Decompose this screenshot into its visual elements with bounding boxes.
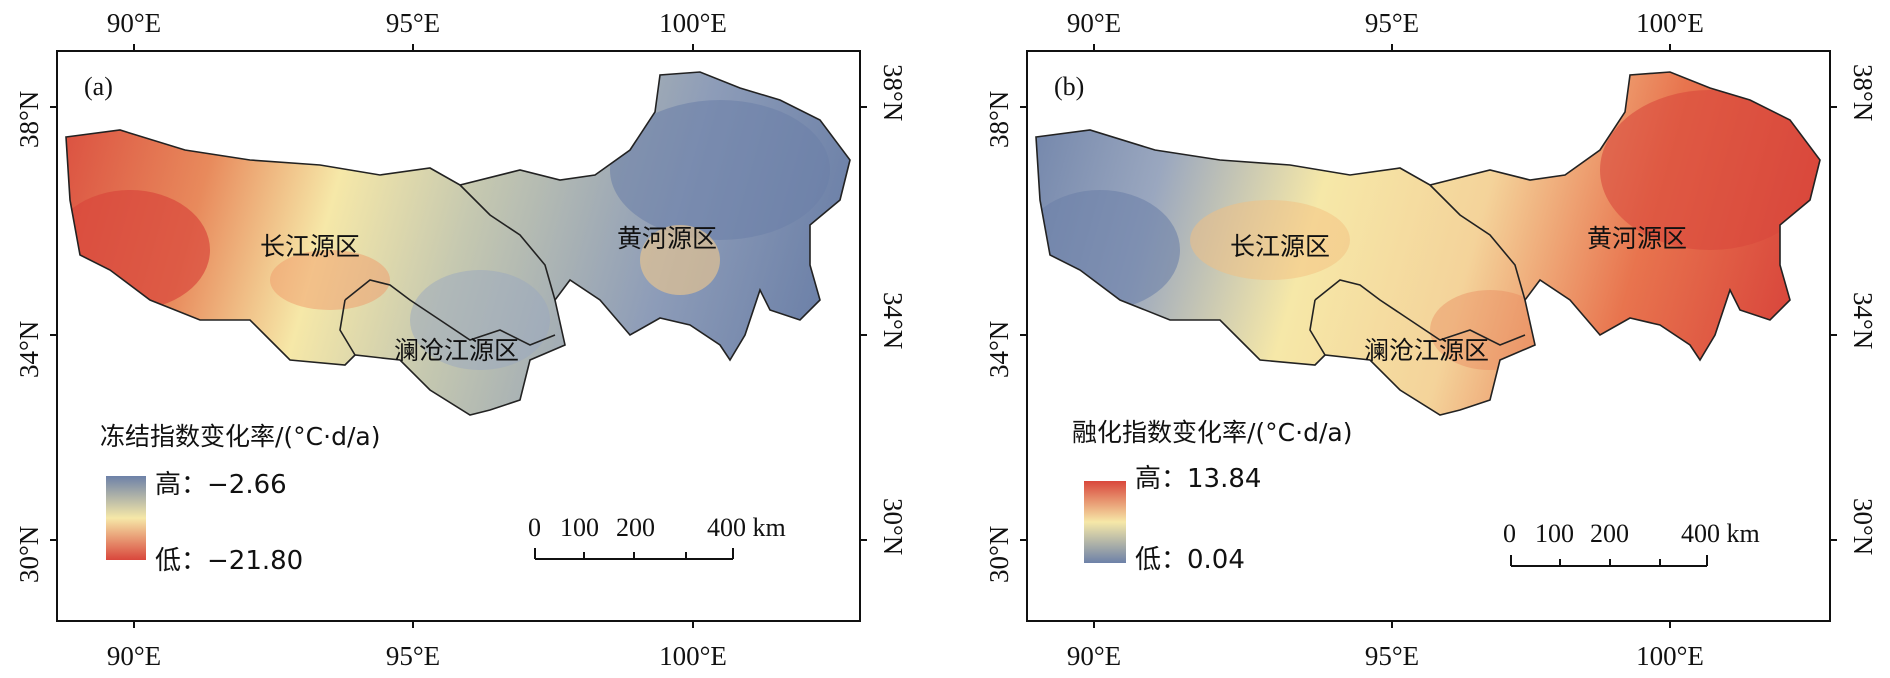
lat-tick-30: 30°N: [984, 525, 1014, 583]
region-lancang: 澜沧江源区: [1364, 336, 1490, 365]
lat-tick-38-right: 38°N: [878, 64, 908, 122]
scale-label-400: 400 km: [707, 513, 786, 542]
legend-high: 高：−2.66: [155, 470, 287, 500]
yangtze-lancang-boundary: [344, 279, 556, 346]
legend-title: 冻结指数变化率/(°C·d/a): [100, 422, 381, 451]
panel-label: (b): [1054, 72, 1085, 101]
study-area-boundary: [1035, 71, 1821, 416]
region-lancang: 澜沧江源区: [394, 336, 520, 365]
lat-tick-38: 38°N: [984, 90, 1014, 148]
region-yellow: 黄河源区: [617, 224, 718, 253]
lat-tick-34: 34°N: [984, 320, 1014, 378]
lon-tick-95: 95°E: [1364, 8, 1420, 38]
lon-tick-100-bottom: 100°E: [659, 641, 727, 671]
lon-tick-95: 95°E: [385, 8, 441, 38]
lon-tick-90-bottom: 90°E: [106, 641, 162, 671]
scale-label-400: 400 km: [1681, 519, 1760, 548]
lon-tick-100: 100°E: [1636, 8, 1704, 38]
region-yellow: 黄河源区: [1587, 224, 1688, 253]
scale-label-0: 0: [1503, 519, 1516, 548]
region-yangtze: 长江源区: [1230, 232, 1331, 261]
lat-tick-30-right: 30°N: [1848, 498, 1878, 556]
scale-label-200: 200: [1590, 519, 1629, 548]
region-yangtze: 长江源区: [260, 232, 361, 261]
lon-tick-95-bottom: 95°E: [1364, 641, 1420, 671]
legend-low: 低：−21.80: [155, 546, 304, 576]
legend-title: 融化指数变化率/(°C·d/a): [1072, 418, 1353, 447]
lat-tick-38: 38°N: [14, 90, 44, 148]
lon-tick-100: 100°E: [659, 8, 727, 38]
map-canvas-b: [1020, 44, 1837, 628]
lon-tick-100-bottom: 100°E: [1636, 641, 1704, 671]
yangtze-lancang-boundary: [1314, 279, 1526, 346]
lat-tick-38-right: 38°N: [1848, 64, 1878, 122]
lat-tick-30-right: 30°N: [878, 498, 908, 556]
legend-colorbar: [1084, 481, 1126, 563]
lon-tick-90: 90°E: [1066, 8, 1122, 38]
lat-tick-34-right: 34°N: [1848, 292, 1878, 350]
yangtze-yellow-boundary: [459, 184, 556, 301]
legend-low: 低：0.04: [1135, 545, 1245, 575]
map-panel-b: 90°E 95°E 100°E 90°E 95°E 100°E 38°N 34°…: [970, 0, 1890, 678]
panel-label: (a): [84, 72, 113, 101]
lon-tick-95-bottom: 95°E: [385, 641, 441, 671]
map-panel-a: 90°E 95°E 100°E 90°E 95°E 100°E 38°N 34°…: [14, 8, 908, 671]
scale-label-0: 0: [528, 513, 541, 542]
yangtze-yellow-boundary: [1429, 184, 1526, 301]
scale-label-100: 100: [1535, 519, 1574, 548]
legend-colorbar: [106, 476, 146, 560]
scale-label-100: 100: [560, 513, 599, 542]
scale-label-200: 200: [616, 513, 655, 542]
lat-tick-30: 30°N: [14, 525, 44, 583]
legend-high: 高：13.84: [1135, 464, 1262, 494]
lat-tick-34-right: 34°N: [878, 292, 908, 350]
lon-tick-90-bottom: 90°E: [1066, 641, 1122, 671]
scale-bar: [534, 548, 734, 560]
lat-tick-34: 34°N: [14, 320, 44, 378]
map-canvas-a: [50, 44, 867, 628]
lon-tick-90: 90°E: [106, 8, 162, 38]
scale-bar: [1510, 555, 1708, 567]
study-area-boundary: [65, 71, 851, 416]
